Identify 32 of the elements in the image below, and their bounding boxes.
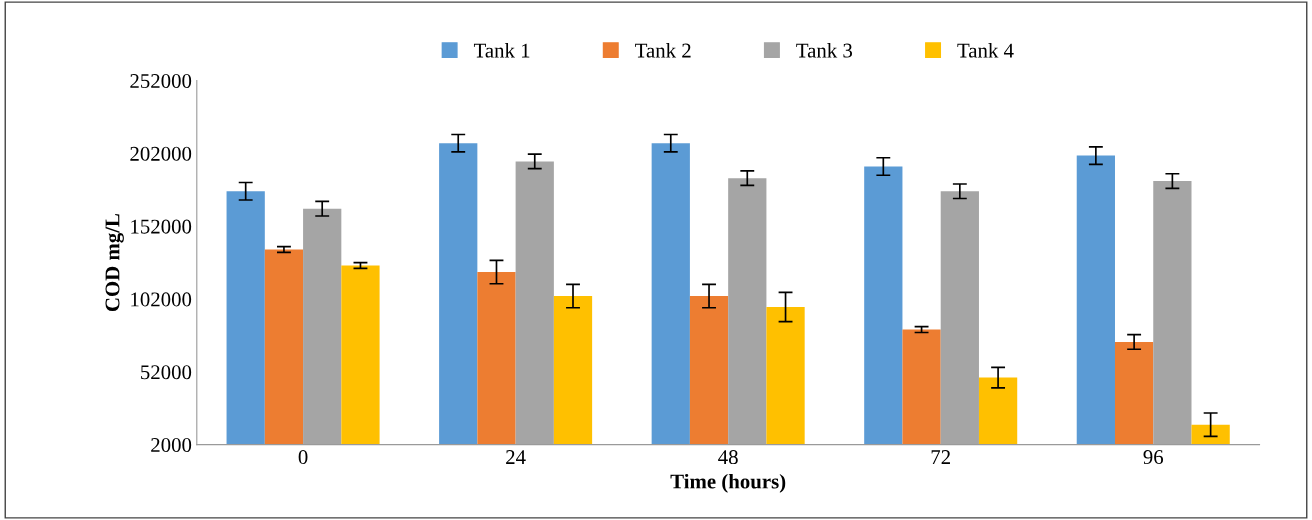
x-tick-label: 0 (298, 450, 308, 465)
y-tick-label: 252000 (130, 73, 192, 89)
y-axis-title: COD mg/L (105, 214, 124, 312)
bar (766, 307, 805, 445)
bar (341, 265, 380, 445)
y-tick-label: 2000 (151, 437, 192, 453)
bar (226, 191, 265, 445)
bar (689, 296, 729, 445)
bar (864, 166, 903, 445)
x-tick-label: 96 (1143, 450, 1164, 465)
legend-label: Tank 3 (796, 42, 853, 58)
y-tick-label: 52000 (141, 365, 192, 380)
x-axis-title: Time (hours) (670, 473, 786, 493)
bar (1191, 424, 1230, 445)
bar (978, 377, 1018, 445)
x-tick-label: 72 (931, 450, 950, 464)
x-tick-label: 48 (718, 450, 738, 465)
legend-label: Tank 1 (473, 42, 530, 58)
bar (439, 143, 478, 445)
x-tick-label: 24 (506, 450, 526, 464)
bar (264, 249, 304, 445)
y-tick-label: 152000 (131, 219, 192, 234)
y-tick-label: 102000 (131, 292, 192, 307)
y-tick-label: 202000 (130, 146, 192, 161)
bar (1076, 155, 1115, 445)
bar (553, 296, 593, 445)
legend-label: Tank 2 (635, 42, 691, 58)
bar (902, 329, 941, 445)
legend-label: Tank 4 (957, 42, 1014, 58)
bar (1114, 341, 1154, 445)
bar (477, 272, 516, 445)
bar (651, 143, 690, 445)
